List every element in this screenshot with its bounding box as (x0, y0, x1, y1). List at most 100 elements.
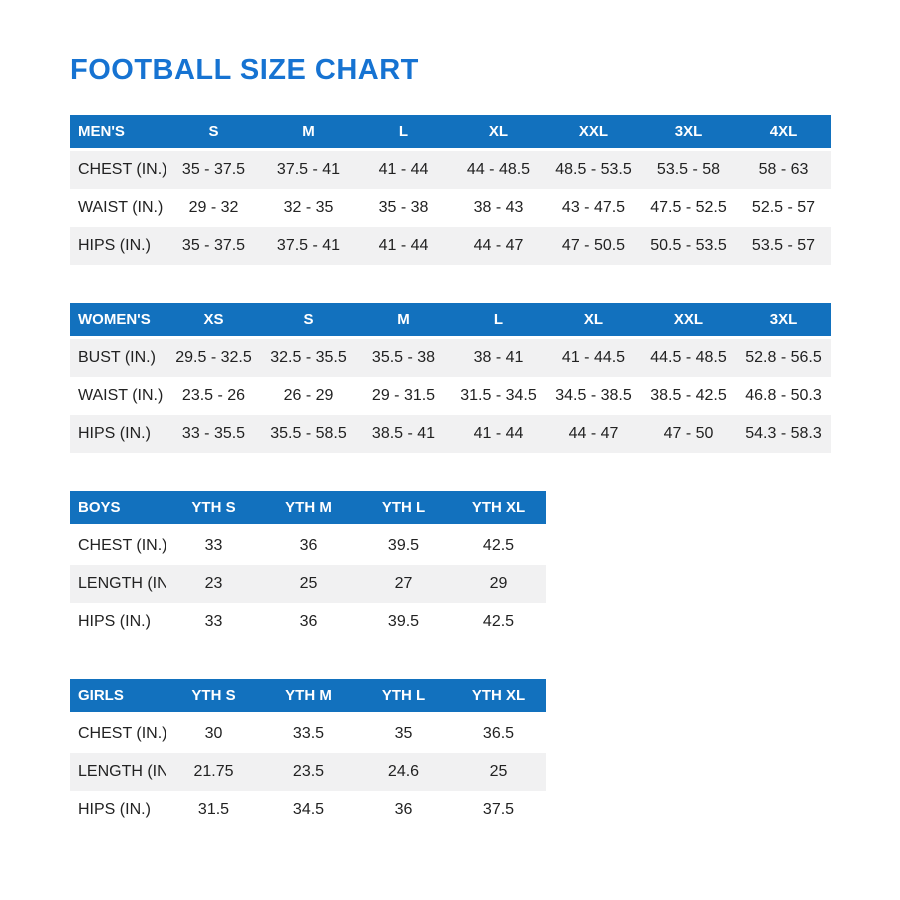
size-value-cell: 36.5 (451, 715, 546, 753)
size-value-cell: 35.5 - 58.5 (261, 415, 356, 453)
column-header: 3XL (736, 303, 831, 339)
row-label: HIPS (IN.) (70, 415, 166, 453)
page-title: FOOTBALL SIZE CHART (70, 54, 419, 86)
column-header: 3XL (641, 115, 736, 151)
size-value-cell: 52.8 - 56.5 (736, 339, 831, 377)
size-value-cell: 37.5 (451, 791, 546, 829)
table-row: WAIST (IN.) 29 - 32 32 - 35 35 - 38 38 - 43 4… (70, 189, 831, 227)
table-row: WAIST (IN.) 23.5 - 26 26 - 29 29 - 31.5 31.5… (70, 377, 831, 415)
row-label: CHEST (IN.) (70, 715, 166, 753)
size-value-cell: 42.5 (451, 527, 546, 565)
size-table-mens: MEN'S S M L XL XXL 3XL 4XL CHEST (IN.) 35 - 37.5 3… (70, 115, 831, 265)
column-header: XL (546, 303, 641, 339)
size-value-cell: 38 - 41 (451, 339, 546, 377)
size-value-cell: 32.5 - 35.5 (261, 339, 356, 377)
size-value-cell: 23.5 - 26 (166, 377, 261, 415)
column-header: YTH L (356, 491, 451, 527)
size-value-cell: 41 - 44 (356, 227, 451, 265)
size-value-cell: 34.5 - 38.5 (546, 377, 641, 415)
size-value-cell: 38 - 43 (451, 189, 546, 227)
size-value-cell: 38.5 - 41 (356, 415, 451, 453)
size-value-cell: 35.5 - 38 (356, 339, 451, 377)
row-label: WAIST (IN.) (70, 377, 166, 415)
table-row: HIPS (IN.) 33 - 35.5 35.5 - 58.5 38.5 - 41 4… (70, 415, 831, 453)
size-value-cell: 44 - 48.5 (451, 151, 546, 189)
size-value-cell: 33 (166, 527, 261, 565)
table-group-label: MEN'S (70, 115, 166, 151)
size-value-cell: 47.5 - 52.5 (641, 189, 736, 227)
size-value-cell: 31.5 - 34.5 (451, 377, 546, 415)
table-row: HIPS (IN.) 31.5 34.5 36 37.5 (70, 791, 546, 829)
size-value-cell: 29 - 32 (166, 189, 261, 227)
column-header: L (451, 303, 546, 339)
column-header: S (166, 115, 261, 151)
size-value-cell: 35 (356, 715, 451, 753)
column-header: XXL (546, 115, 641, 151)
column-header: 4XL (736, 115, 831, 151)
size-value-cell: 58 - 63 (736, 151, 831, 189)
size-value-cell: 26 - 29 (261, 377, 356, 415)
column-header: S (261, 303, 356, 339)
column-header: YTH S (166, 491, 261, 527)
size-value-cell: 35 - 38 (356, 189, 451, 227)
column-header: M (356, 303, 451, 339)
table-row: CHEST (IN.) 35 - 37.5 37.5 - 41 41 - 44 44 -… (70, 151, 831, 189)
size-value-cell: 48.5 - 53.5 (546, 151, 641, 189)
size-value-cell: 27 (356, 565, 451, 603)
table-row: BUST (IN.) 29.5 - 32.5 32.5 - 35.5 35.5 - 3… (70, 339, 831, 377)
table-header-row: MEN'S S M L XL XXL 3XL 4XL (70, 115, 831, 151)
size-value-cell: 47 - 50.5 (546, 227, 641, 265)
size-table-boys: BOYS YTH S YTH M YTH L YTH XL CHEST (IN.) 33 36… (70, 491, 546, 641)
size-value-cell: 29 (451, 565, 546, 603)
table-row: CHEST (IN.) 30 33.5 35 36.5 (70, 715, 546, 753)
row-label: CHEST (IN.) (70, 151, 166, 189)
table-row: CHEST (IN.) 33 36 39.5 42.5 (70, 527, 546, 565)
size-value-cell: 44.5 - 48.5 (641, 339, 736, 377)
row-label: WAIST (IN.) (70, 189, 166, 227)
column-header: M (261, 115, 356, 151)
table-group-label: WOMEN'S (70, 303, 166, 339)
row-label: CHEST (IN.) (70, 527, 166, 565)
size-value-cell: 43 - 47.5 (546, 189, 641, 227)
column-header: YTH M (261, 679, 356, 715)
size-value-cell: 46.8 - 50.3 (736, 377, 831, 415)
size-value-cell: 39.5 (356, 603, 451, 641)
size-value-cell: 23 (166, 565, 261, 603)
row-label: HIPS (IN.) (70, 603, 166, 641)
size-value-cell: 41 - 44 (451, 415, 546, 453)
size-value-cell: 37.5 - 41 (261, 227, 356, 265)
size-value-cell: 41 - 44 (356, 151, 451, 189)
size-value-cell: 36 (261, 527, 356, 565)
size-tables-container: MEN'S S M L XL XXL 3XL 4XL CHEST (IN.) 35 - 37.5 3… (70, 115, 831, 829)
size-value-cell: 33 - 35.5 (166, 415, 261, 453)
size-value-cell: 35 - 37.5 (166, 151, 261, 189)
size-value-cell: 53.5 - 57 (736, 227, 831, 265)
column-header: YTH L (356, 679, 451, 715)
size-chart-page: FOOTBALL SIZE CHART MEN'S S M L XL XXL 3XL 4XL C… (70, 54, 831, 829)
row-label: BUST (IN.) (70, 339, 166, 377)
size-value-cell: 42.5 (451, 603, 546, 641)
size-value-cell: 54.3 - 58.3 (736, 415, 831, 453)
table-group-label: BOYS (70, 491, 166, 527)
size-value-cell: 47 - 50 (641, 415, 736, 453)
column-header: L (356, 115, 451, 151)
table-header-row: WOMEN'S XS S M L XL XXL 3XL (70, 303, 831, 339)
column-header: XXL (641, 303, 736, 339)
row-label: HIPS (IN.) (70, 227, 166, 265)
size-value-cell: 38.5 - 42.5 (641, 377, 736, 415)
size-table-girls: GIRLS YTH S YTH M YTH L YTH XL CHEST (IN.) 30 3… (70, 679, 546, 829)
size-value-cell: 21.75 (166, 753, 261, 791)
size-value-cell: 25 (261, 565, 356, 603)
row-label: LENGTH (IN.) (70, 565, 166, 603)
size-value-cell: 36 (261, 603, 356, 641)
table-group-label: GIRLS (70, 679, 166, 715)
column-header: XS (166, 303, 261, 339)
size-value-cell: 44 - 47 (451, 227, 546, 265)
size-table-womens: WOMEN'S XS S M L XL XXL 3XL BUST (IN.) 29.5 - 32.… (70, 303, 831, 453)
table-header-row: BOYS YTH S YTH M YTH L YTH XL (70, 491, 546, 527)
size-value-cell: 33.5 (261, 715, 356, 753)
size-value-cell: 52.5 - 57 (736, 189, 831, 227)
column-header: XL (451, 115, 546, 151)
